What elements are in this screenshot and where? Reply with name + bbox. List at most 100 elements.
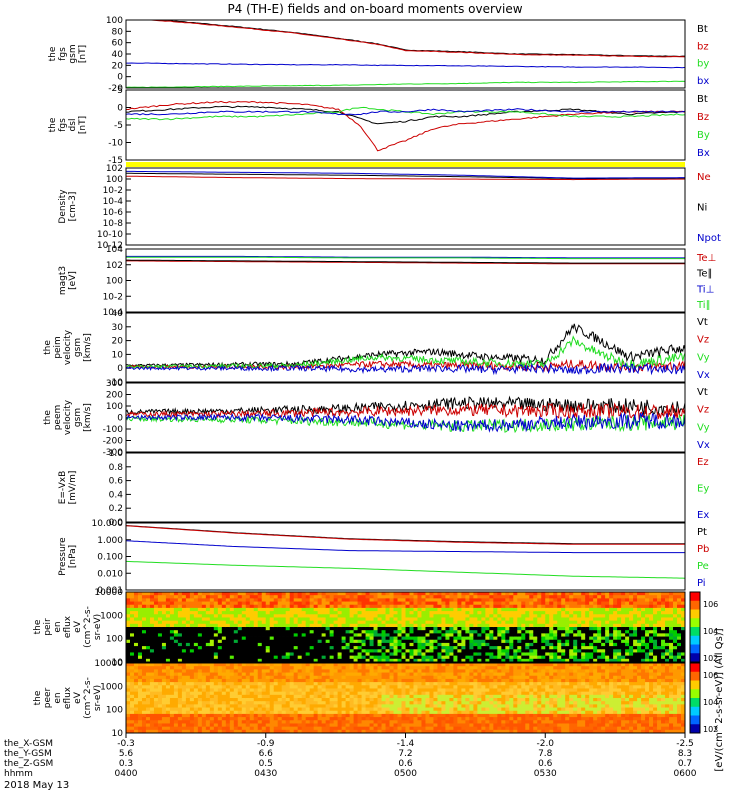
time-row-2-value-3: 0.6 [538, 759, 553, 769]
panel-8-frame [125, 591, 686, 663]
panel-3-ytick-0: 104 [106, 245, 123, 255]
panel-2-legend-0: Ne [697, 172, 711, 183]
panel-1-legend-0: Bt [697, 94, 708, 105]
panel-7-series-3 [125, 540, 685, 554]
panel-5-ytick-1: 200 [106, 391, 123, 401]
panel-2-ytick-4: 10-6 [103, 208, 124, 218]
time-row-label-0: the_X-GSM [4, 739, 53, 749]
panel-3-ylabel-0: magt3 [58, 266, 68, 295]
panel-4-series-3 [125, 362, 686, 376]
panel-7: Pressure [nPa] 10.000 1.000 0.100 0.010 0.001 P… [58, 519, 709, 596]
panel-5-ytick-5: -200 [103, 437, 124, 447]
panel-4-series-0 [125, 323, 686, 369]
panel-7-series-2 [125, 560, 686, 579]
panel-1: the fgs dsl [nT] 5 0 -5 -10 -15 Bt Bz By Bx [48, 86, 710, 166]
panel-3-ytick-1: 102 [106, 261, 123, 271]
panel-5-series-1 [125, 402, 686, 420]
panel-6-ylabel-0: E=-VxB [58, 471, 68, 505]
time-row-0-value-0: -0.3 [117, 739, 135, 749]
panel-6-frame [125, 452, 686, 523]
time-row-3-value-3: 0530 [534, 769, 557, 779]
panel-9-ytick-3: 10 [112, 729, 124, 739]
panel-5-ytick-4: -100 [103, 425, 124, 435]
panel-7-frame [125, 522, 686, 591]
panel-2-ytick-5: 10-8 [103, 219, 124, 229]
panel-4: the peim velocity gsm [km/s] 40 30 20 10 0 -10 Vt Vz… [43, 309, 710, 388]
panel-9-ylabel-6: sr-eV) [93, 685, 103, 711]
panel-4-frame [125, 312, 686, 383]
panel-5-legend-1: Vz [697, 405, 709, 416]
colorbar-1-tick-2: 102 [703, 725, 718, 734]
time-row-1-value-1: 6.6 [259, 749, 274, 759]
colorbar-units: [eV/(cm^2-s-sr-eV)] (All Qs)] [714, 628, 725, 771]
panel-1-legend-3: Bx [697, 148, 710, 159]
panel-0-series-1 [126, 19, 686, 58]
panel-1-ytick-3: -10 [108, 139, 123, 149]
time-row-2-value-0: 0.3 [119, 759, 133, 769]
panel-3-series-3 [126, 256, 685, 260]
panel-8-ylabel-5: (cm^2-s- [83, 606, 93, 648]
panel-3-series-2 [126, 255, 685, 259]
panel-0-series-2 [125, 80, 686, 89]
panel-9-ylabel-5: (cm^2-s- [83, 677, 93, 719]
panel-2-series-0 [126, 175, 685, 181]
panel-9-ytick-1: 1000 [100, 682, 123, 692]
panel-0-ytick-2: 60 [112, 39, 124, 49]
panel-9-ytick-0: 10000 [94, 659, 123, 669]
flag-bar [126, 162, 685, 167]
panel-0-legend-2: by [697, 59, 709, 70]
panel-9-ylabel-2: en [53, 692, 63, 703]
panel-6-legend-2: Ex [697, 510, 709, 521]
panel-7-ylabel-1: [nPa] [68, 545, 78, 568]
panel-6-ytick-0: 1.0 [109, 449, 124, 459]
panel-8-ylabel-6: sr-eV) [93, 614, 103, 640]
colorbar-1-tick-1: 104 [703, 698, 718, 707]
panel-0-ylabel-2: gsm [68, 44, 78, 63]
panel-4-ytick-1: 30 [112, 323, 124, 333]
panel-5-series-2 [125, 413, 686, 434]
panel-6-ytick-4: 0.2 [109, 504, 123, 514]
plot-title: P4 (TH-E) fields and on-board moments ov… [227, 2, 522, 16]
panel-3-legend-1: Te∥ [696, 269, 713, 280]
panel-5-ylabel-3: gsm [73, 408, 83, 427]
time-row-1-value-4: 8.3 [678, 749, 692, 759]
panel-0-ytick-0: 100 [106, 16, 123, 26]
panel-3-legend-3: Ti∥ [696, 300, 711, 311]
panel-0-frame [125, 19, 686, 89]
time-row-3-value-0: 0400 [115, 769, 138, 779]
panel-4-ylabel-2: velocity [63, 329, 73, 365]
panel-7-series-1 [125, 525, 685, 545]
panel-3: magt3 [eV] 104 102 100 10-2 10-4 Te⊥ Te∥ Ti⊥ Ti∥ [58, 245, 716, 318]
panel-0-legend-1: bz [697, 41, 709, 52]
time-row-2-value-4: 0.7 [678, 759, 692, 769]
time-row-1-value-2: 7.2 [398, 749, 412, 759]
panel-5-legend-2: Vy [697, 422, 710, 433]
panel-6-ylabel-1: [mV/m] [68, 471, 78, 505]
panel-8: the peir en eflux eV (cm^2-s-sr-eV) 10000 1000 1… [33, 588, 686, 668]
panel-7-ytick-3: 0.010 [97, 569, 123, 579]
panel-3-legend-2: Ti⊥ [696, 284, 714, 295]
panel-2-ylabel-1: [cm-3] [68, 192, 78, 222]
panel-2-ytick-6: 10-10 [97, 230, 123, 240]
panel-2-ytick-2: 10-2 [103, 186, 123, 196]
panel-3-series-1 [126, 259, 685, 264]
panel-5-ytick-0: 300 [106, 379, 123, 389]
panel-8-ylabel-1: peir [43, 618, 53, 636]
panel-7-ytick-0: 10.000 [92, 519, 124, 529]
panel-1-series-1 [126, 100, 686, 152]
panel-1-ylabel-3: [nT] [78, 116, 88, 134]
panel-5-ylabel-0: the [43, 410, 53, 425]
panel-4-ytick-5: -10 [108, 378, 123, 388]
panel-0-ytick-3: 40 [112, 50, 124, 60]
panel-7-legend-3: Pi [697, 578, 706, 589]
panel-4-ytick-4: 0 [117, 364, 123, 374]
panel-4-ytick-3: 10 [112, 350, 124, 360]
time-row-3-value-4: 0600 [674, 769, 697, 779]
panel-2-ylabel-0: Density [58, 189, 68, 224]
panel-7-legend-1: Pb [697, 544, 709, 555]
panel-5-legend-3: Vx [697, 440, 710, 451]
panel-5-series-3 [126, 411, 686, 433]
